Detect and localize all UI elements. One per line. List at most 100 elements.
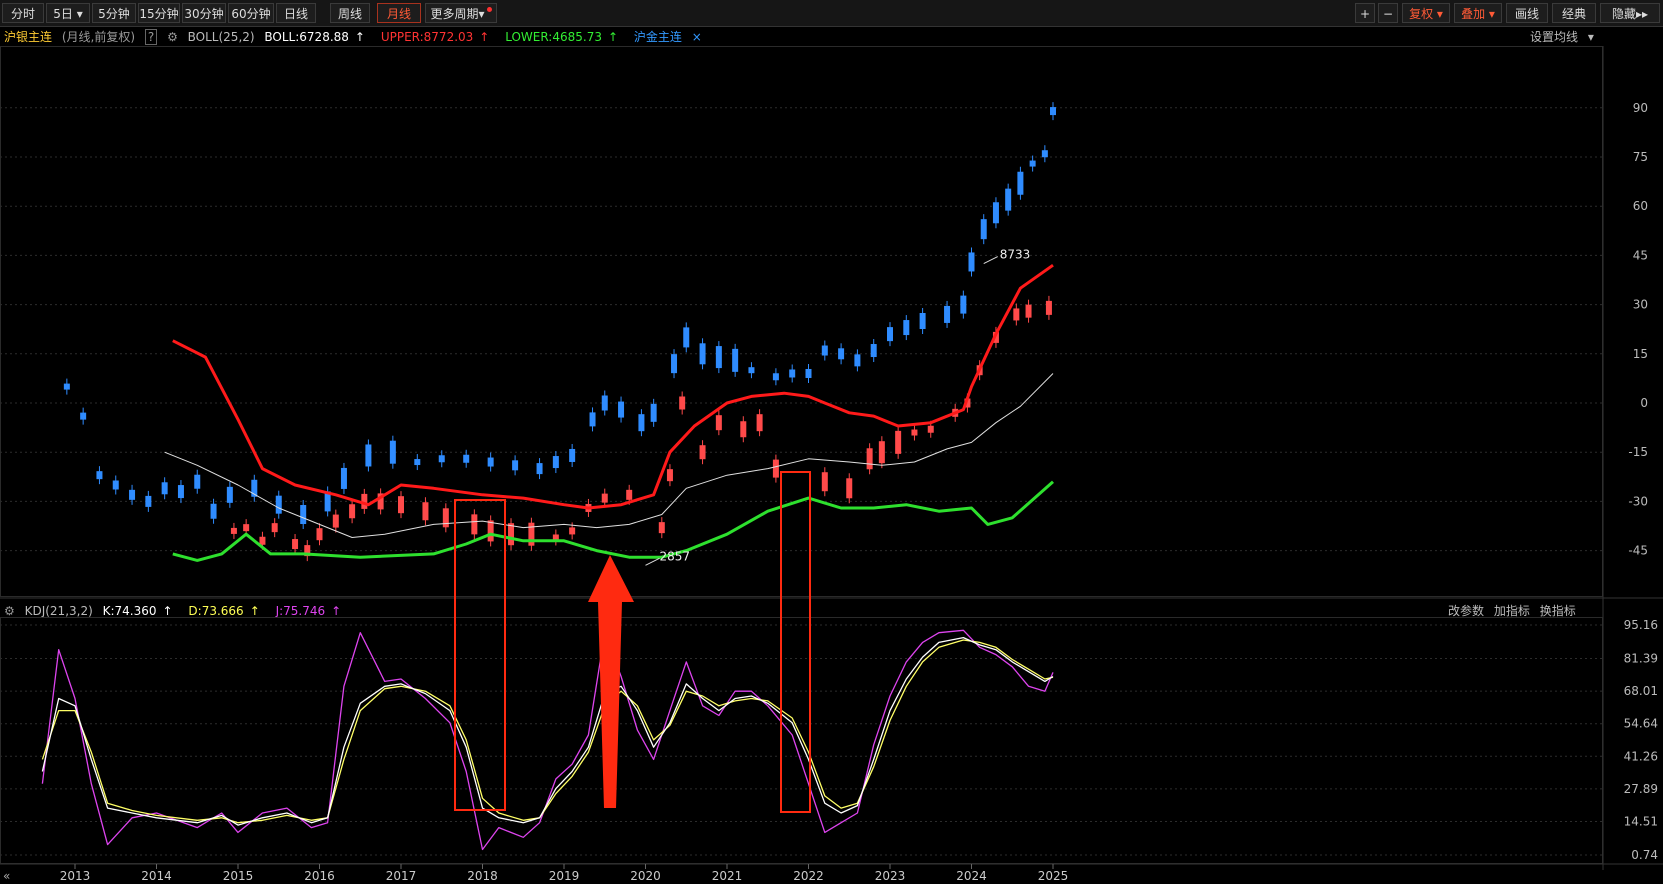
overlay-candle xyxy=(650,403,657,422)
main-candle xyxy=(1025,304,1032,318)
arrow-up-icon: ↑ xyxy=(607,30,619,44)
period-tab-intraday[interactable]: 分时 xyxy=(2,3,44,23)
boll-mid-line xyxy=(164,373,1054,538)
period-tab-weekly[interactable]: 周线 xyxy=(330,3,370,23)
switch-indicator-button[interactable]: 换指标 xyxy=(1539,604,1576,618)
overlay-candle xyxy=(748,367,755,374)
period-tab-5min[interactable]: 5分钟 xyxy=(92,3,136,23)
hide-label: 隐藏 xyxy=(1611,7,1636,21)
zoom-in-button[interactable]: + xyxy=(1355,3,1375,23)
set-ma-button[interactable]: 设置均线 ▾ xyxy=(1530,28,1600,46)
main-axis-tick: 0 xyxy=(1640,396,1648,410)
hide-button[interactable]: 隐藏▸▸ xyxy=(1600,3,1660,23)
upper-value: UPPER:8772.03 ↑ xyxy=(381,30,496,44)
overlay-candle xyxy=(789,369,796,378)
adjust-rights-button[interactable]: 复权 ▾ xyxy=(1402,3,1450,23)
main-candle xyxy=(442,508,449,528)
overlay-candle xyxy=(944,305,951,323)
overlay-candle xyxy=(1041,150,1048,158)
overlay-candle xyxy=(536,463,543,475)
overlay-candle xyxy=(487,457,494,467)
overlay-candle xyxy=(177,485,184,499)
annotation-high-label: 8733 xyxy=(1000,248,1031,262)
period-tab-5day-label: 5日 xyxy=(53,7,73,21)
period-toolbar: 分时 5日 ▾ 5分钟 15分钟 30分钟 60分钟 日线 周线 月线 更多周期… xyxy=(0,0,1663,27)
overlay-candle xyxy=(805,368,812,378)
overlay-candle xyxy=(275,495,282,514)
overlay-candle xyxy=(887,327,893,342)
add-indicator-button[interactable]: 加指标 xyxy=(1493,604,1530,618)
kdj-actions: 改参数 加指标 换指标 xyxy=(1448,602,1582,620)
boll-value-text: BOLL:6728.88 xyxy=(264,30,349,44)
j-value: J:75.746 ↑ xyxy=(276,604,348,618)
lower-value: LOWER:4685.73 ↑ xyxy=(505,30,624,44)
settings-icon[interactable]: ⚙ xyxy=(4,604,15,618)
main-axis-tick: 60 xyxy=(1633,199,1648,213)
overlay-candle xyxy=(145,495,152,507)
period-tab-60min[interactable]: 60分钟 xyxy=(228,3,274,23)
main-axis-tick: 45 xyxy=(1633,248,1648,262)
kdj-d-line xyxy=(41,639,1054,824)
overlay-candle xyxy=(618,401,625,418)
help-icon[interactable]: ? xyxy=(144,29,158,45)
overlay-candle xyxy=(96,471,103,480)
boll-value: BOLL:6728.88 ↑ xyxy=(264,30,371,44)
red-up-arrow xyxy=(588,555,634,808)
main-candle xyxy=(699,445,706,460)
x-axis-label: 2020 xyxy=(630,869,661,883)
overlay-symbol: 沪金主连 × xyxy=(634,30,708,44)
overlay-candle xyxy=(340,467,347,489)
draw-line-button[interactable]: 画线 xyxy=(1506,3,1548,23)
boll-upper-line xyxy=(172,263,1054,510)
period-tab-more[interactable]: 更多周期▾ xyxy=(425,3,497,23)
close-icon[interactable]: × xyxy=(691,30,702,44)
overlay-candle xyxy=(210,503,217,519)
scroll-left-icon[interactable]: « xyxy=(3,869,10,883)
kdj-axis-tick: 68.01 xyxy=(1624,684,1658,698)
overlay-candle xyxy=(854,354,861,367)
highlight-box-2018 xyxy=(454,499,506,811)
main-plot-frame xyxy=(0,46,1603,597)
period-tab-15min[interactable]: 15分钟 xyxy=(138,3,180,23)
chevron-down-icon: ▾ xyxy=(76,7,83,21)
overlay-candle xyxy=(903,320,910,336)
overlay-candle xyxy=(683,327,690,348)
overlay-candle xyxy=(161,482,168,495)
overlay-candle xyxy=(251,479,258,497)
overlay-button[interactable]: 叠加 ▾ xyxy=(1454,3,1502,23)
period-tab-30min[interactable]: 30分钟 xyxy=(182,3,226,23)
main-axis-tick: 15 xyxy=(1633,347,1648,361)
period-tab-5day[interactable]: 5日 ▾ xyxy=(46,3,90,23)
period-tab-monthly[interactable]: 月线 xyxy=(377,3,421,23)
overlay-candle xyxy=(1050,107,1056,116)
overlay-candle xyxy=(671,354,678,374)
overlay-candle xyxy=(80,412,87,420)
main-axis-tick: 75 xyxy=(1633,150,1648,164)
overlay-candle xyxy=(919,313,926,329)
period-desc: (月线,前复权) xyxy=(61,30,136,44)
overlay-candle xyxy=(226,486,233,503)
x-axis-label: 2018 xyxy=(467,869,498,883)
kdj-axis-tick: 41.26 xyxy=(1624,749,1658,763)
main-candle xyxy=(332,514,339,528)
classic-button[interactable]: 经典 xyxy=(1552,3,1596,23)
zoom-out-button[interactable]: − xyxy=(1378,3,1398,23)
kdj-plot-frame xyxy=(0,617,1603,864)
main-candle xyxy=(1045,300,1052,315)
x-axis-label: 2022 xyxy=(793,869,824,883)
k-value: K:74.360 ↑ xyxy=(103,604,179,618)
overlay-candle xyxy=(1017,171,1024,195)
overlay-candle xyxy=(463,454,470,463)
gear-icon[interactable]: ⚙ xyxy=(167,30,178,44)
overlay-candle xyxy=(365,444,372,467)
period-tab-daily[interactable]: 日线 xyxy=(276,3,316,23)
arrow-up-icon: ↑ xyxy=(354,30,365,44)
x-axis-label: 2015 xyxy=(223,869,254,883)
main-axis-tick: -30 xyxy=(1628,494,1648,508)
upper-value-text: UPPER:8772.03 xyxy=(380,30,474,44)
main-candle xyxy=(508,523,515,546)
change-params-button[interactable]: 改参数 xyxy=(1448,604,1485,618)
main-candle xyxy=(740,421,747,438)
main-candle xyxy=(756,414,763,432)
